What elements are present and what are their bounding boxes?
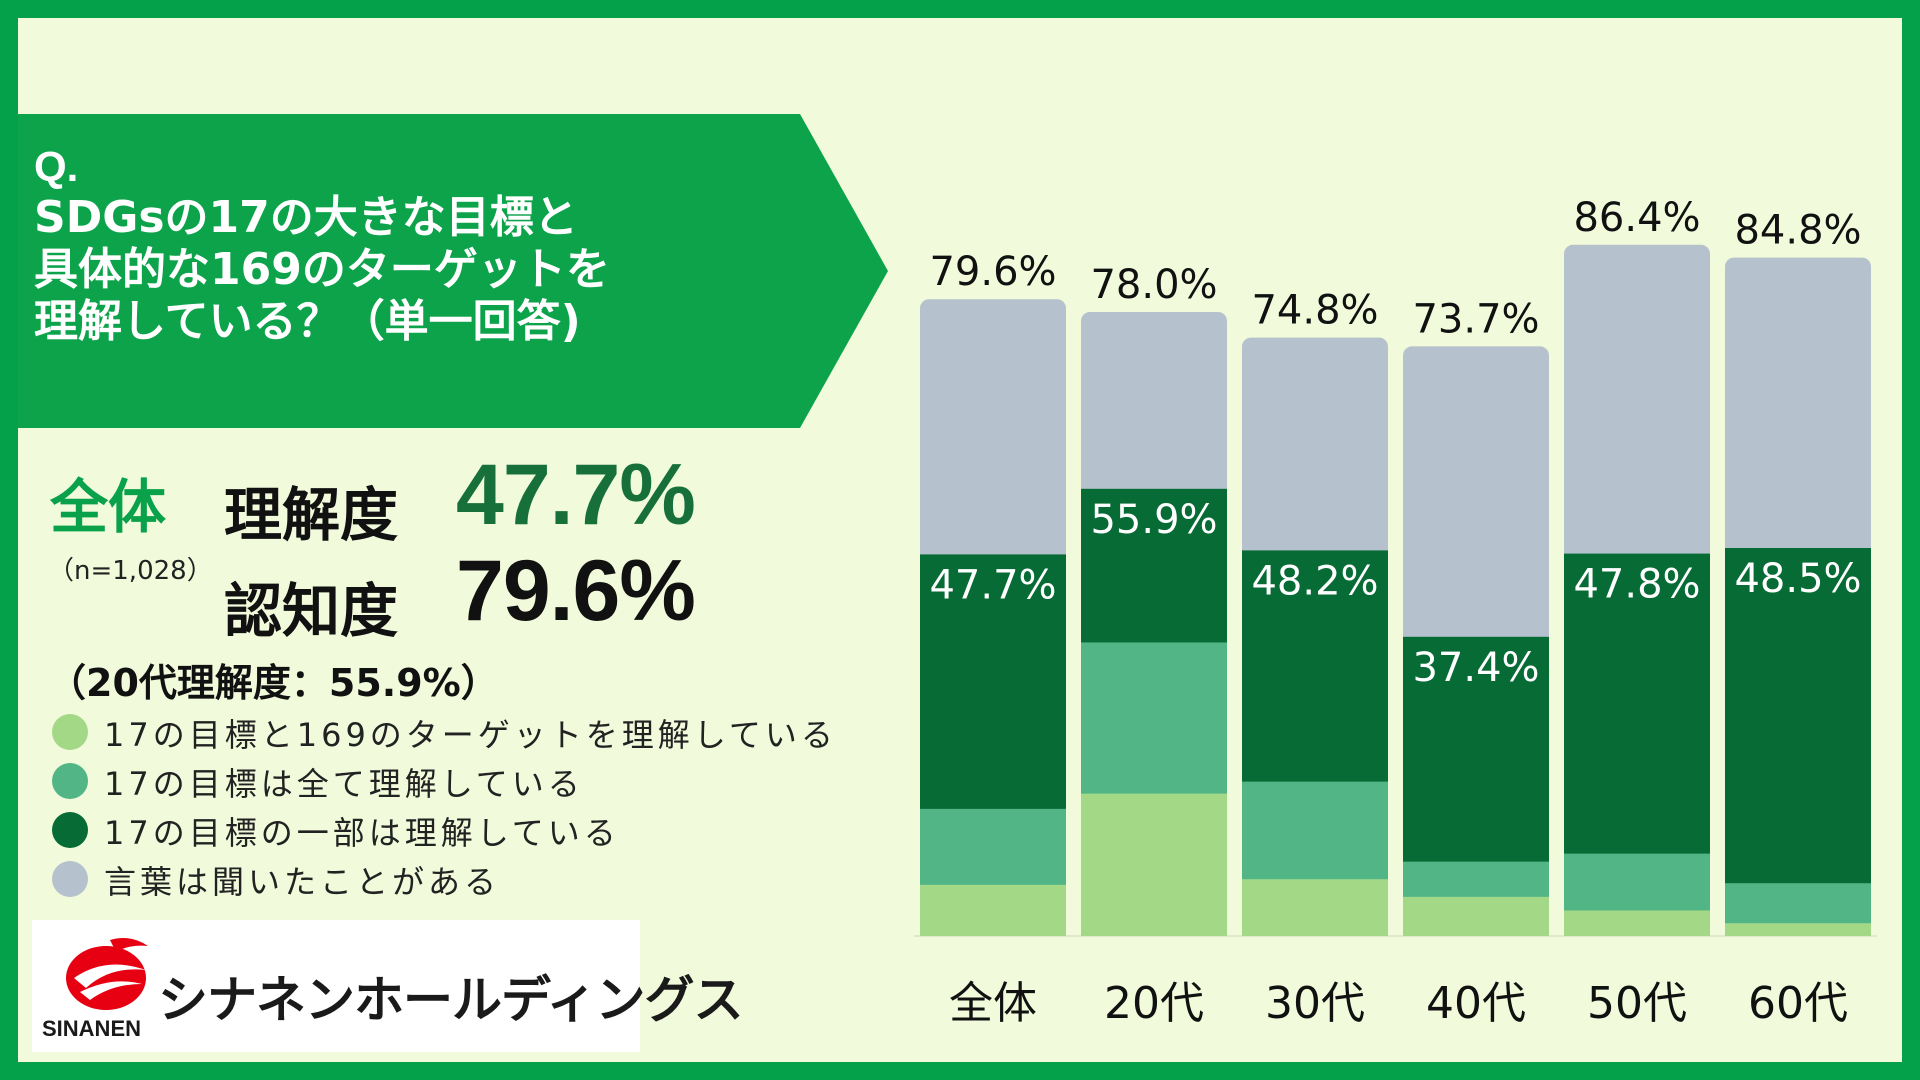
x-tick-label: 60代: [1748, 978, 1848, 1029]
awareness-label: 認知度: [224, 577, 399, 645]
bar-segment-aware: [1725, 257, 1871, 556]
bar-segment-aware: [1403, 346, 1549, 645]
bar-segment: [1403, 896, 1549, 936]
bar-segment: [1725, 548, 1871, 884]
legend-swatch: [52, 714, 88, 750]
bar-segment: [1403, 636, 1549, 862]
question-line-1: SDGsの17の大きな目標と: [34, 192, 578, 243]
legend-swatch: [52, 861, 88, 897]
legend-label: 17の目標と169のターゲットを理解している: [104, 716, 837, 754]
total-data-label: 84.8%: [1734, 208, 1861, 254]
bar-segment: [1564, 553, 1710, 854]
sinanen-logo-mark-icon: [66, 938, 148, 1010]
chart-legend: 17の目標と169のターゲットを理解している 17の目標は全て理解している 17…: [52, 706, 892, 902]
total-data-label: 79.6%: [929, 249, 1056, 295]
bar-segment: [1564, 853, 1710, 911]
understanding-data-label: 47.7%: [929, 562, 1056, 608]
awareness-value: 79.6%: [456, 543, 696, 639]
legend-item: 17の目標は全て理解している: [52, 755, 892, 804]
bar-segment-aware: [1242, 337, 1388, 559]
x-tick-label: 全体: [949, 978, 1037, 1029]
summary-note: （20代理解度：55.9%）: [48, 661, 499, 705]
legend-swatch: [52, 812, 88, 848]
bar-segment: [1725, 883, 1871, 924]
understanding-label: 理解度: [224, 481, 399, 549]
question-line-3: 理解している？（単一回答): [34, 296, 581, 347]
understanding-data-label: 37.4%: [1412, 645, 1539, 691]
bar-segment: [1242, 550, 1388, 782]
total-data-label: 74.8%: [1251, 288, 1378, 334]
company-logo: シナネンホールディングス SINANEN: [32, 920, 743, 1052]
understanding-data-label: 55.9%: [1090, 497, 1217, 543]
bar-segment-aware: [1564, 244, 1710, 562]
legend-item: 17の目標の一部は理解している: [52, 804, 892, 853]
total-data-label: 78.0%: [1090, 262, 1217, 308]
question-banner: Q. SDGsの17の大きな目標と 具体的な169のターゲットを 理解している？…: [18, 114, 888, 428]
understanding-data-label: 48.2%: [1251, 558, 1378, 604]
bar-segment: [1725, 923, 1871, 936]
question-prefix: Q.: [34, 143, 79, 190]
legend-swatch: [52, 763, 88, 799]
infographic-frame: Q. SDGsの17の大きな目標と 具体的な169のターゲットを 理解している？…: [18, 18, 1902, 1062]
understanding-value: 47.7%: [456, 447, 696, 543]
bar-segment: [920, 884, 1066, 936]
bar-segment: [920, 554, 1066, 809]
summary-panel: 全体 （n=1,028） 理解度 47.7% 認知度 79.6% （20代理解度…: [18, 438, 878, 708]
bar-segment-aware: [920, 299, 1066, 563]
company-name: シナネンホールディングス: [158, 971, 743, 1029]
total-data-label: 86.4%: [1573, 195, 1700, 241]
stacked-bar-chart: 47.7% 79.6% 全体 55.9% 78.0% 20代 48.2% 74.8% 30代 37…: [914, 195, 1877, 1029]
bar-segment: [1564, 910, 1710, 936]
question-line-2: 具体的な169のターゲットを: [34, 244, 610, 295]
bar-segment-aware: [1081, 312, 1227, 497]
bar-segment: [1081, 488, 1227, 643]
legend-item: 17の目標と169のターゲットを理解している: [52, 706, 892, 755]
bar-segment: [1081, 642, 1227, 794]
bar-segment: [1242, 781, 1388, 880]
understanding-data-label: 47.8%: [1573, 562, 1700, 608]
x-tick-label: 40代: [1426, 978, 1526, 1029]
summary-label: 全体: [50, 473, 167, 541]
legend-label: 17の目標の一部は理解している: [104, 814, 620, 852]
x-tick-label: 20代: [1104, 978, 1204, 1029]
legend-label: 言葉は聞いたことがある: [104, 863, 501, 901]
summary-sample-size: （n=1,028）: [48, 556, 213, 586]
bar-segment: [1081, 793, 1227, 936]
x-tick-label: 30代: [1265, 978, 1365, 1029]
x-tick-label: 50代: [1587, 978, 1687, 1029]
bar-segment: [1403, 861, 1549, 897]
understanding-data-label: 48.5%: [1734, 556, 1861, 602]
bar-segment: [1242, 879, 1388, 936]
company-name-latin: SINANEN: [42, 1016, 142, 1041]
legend-item: 言葉は聞いたことがある: [52, 853, 892, 902]
legend-label: 17の目標は全て理解している: [104, 765, 584, 803]
total-data-label: 73.7%: [1412, 296, 1539, 342]
bar-segment: [920, 808, 1066, 885]
